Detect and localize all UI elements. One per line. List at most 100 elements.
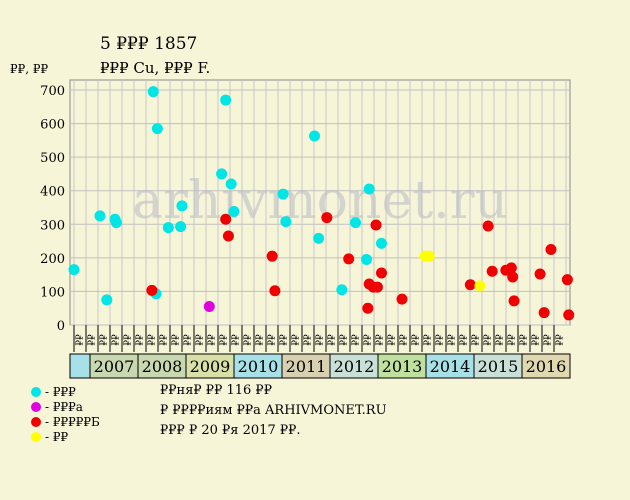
info-line-2: ₽ ₽₽₽₽иям ₽₽а ARHIVMONET.RU — [160, 403, 387, 418]
data-point — [371, 281, 383, 293]
data-point — [309, 130, 321, 142]
year-label: 2013 — [382, 357, 423, 376]
y-tick-label: 500 — [40, 151, 65, 166]
data-point — [482, 220, 494, 232]
y-tick-label: 0 — [57, 319, 65, 334]
year-label: 2007 — [94, 357, 135, 376]
data-point — [151, 123, 163, 135]
x-tick-label: ₽₽ — [136, 334, 146, 346]
x-tick-label: ₽₽ — [292, 334, 302, 346]
data-point — [101, 294, 113, 306]
x-tick-label: ₽₽ — [76, 334, 86, 346]
year-cell — [521, 353, 571, 379]
legend-label: - ₽₽₽ — [45, 385, 76, 399]
legend-marker — [31, 417, 41, 427]
data-point — [222, 230, 234, 242]
x-tick-label: ₽₽ — [100, 334, 110, 346]
data-point — [225, 178, 237, 190]
x-tick-label: ₽₽ — [304, 334, 314, 346]
x-tick-labels: ₽₽ ₽₽ ₽₽ ₽₽ ₽₽ ₽₽ ₽₽ ₽₽ ₽₽ ₽₽ ₽₽ ₽₽ ₽₽ ₽₽ ₽₽ ₽₽ ₽₽ ₽₽ ₽₽ ₽₽… — [73, 325, 566, 352]
year-band: 2007 2008 2009 2010 2011 2012 2013 2014 2015 2016 — [69, 353, 571, 379]
x-tick-label: ₽₽ — [220, 334, 230, 346]
data-point — [343, 253, 355, 265]
data-point — [220, 213, 232, 225]
x-tick-label: ₽₽ — [196, 334, 206, 346]
legend-marker — [31, 387, 41, 397]
year-cell — [377, 353, 427, 379]
year-label: 2011 — [286, 357, 327, 376]
legend-label: - ₽₽ — [45, 430, 69, 444]
x-tick-label: ₽₽ — [520, 334, 530, 346]
data-point — [486, 265, 498, 277]
year-cell — [281, 353, 331, 379]
data-point — [280, 216, 292, 228]
x-tick-label: ₽₽ — [124, 334, 134, 346]
data-point — [146, 284, 158, 296]
y-tick-label: 200 — [40, 252, 65, 267]
x-tick-label: ₽₽ — [496, 334, 506, 346]
year-label: 2009 — [190, 357, 231, 376]
y-axis-label: ₽₽, ₽₽ — [10, 62, 49, 76]
y-tick-label: 100 — [40, 285, 65, 300]
y-tick-labels: 0 100 200 300 400 500 600 700 — [40, 84, 65, 334]
data-point — [561, 274, 573, 286]
x-tick-label: ₽₽ — [412, 334, 422, 346]
data-point — [110, 217, 122, 229]
x-tick-label: ₽₽ — [160, 334, 170, 346]
year-cell — [473, 353, 523, 379]
data-point — [350, 217, 362, 229]
chart-title: 5 ₽₽₽ 1857 — [100, 34, 197, 54]
year-label: 2010 — [238, 357, 279, 376]
x-tick-label: ₽₽ — [244, 334, 254, 346]
x-tick-label: ₽₽ — [340, 334, 350, 346]
y-tick-label: 700 — [40, 84, 65, 99]
x-tick-label: ₽₽ — [316, 334, 326, 346]
data-point — [336, 284, 348, 296]
x-tick-label: ₽₽ — [544, 334, 554, 346]
data-point — [505, 262, 517, 274]
x-tick-label: ₽₽ — [436, 334, 446, 346]
legend-label: - ₽₽₽₽₽Б — [45, 415, 100, 429]
data-point — [396, 293, 408, 305]
data-point — [363, 183, 375, 195]
y-tick-label: 400 — [40, 185, 65, 200]
legend-marker — [31, 432, 41, 442]
x-tick-label: ₽₽ — [400, 334, 410, 346]
watermark: arhivmonet.ru — [132, 171, 508, 231]
year-cell-empty — [69, 353, 91, 379]
x-tick-label: ₽₽ — [556, 334, 566, 346]
data-point — [321, 212, 333, 224]
x-tick-label: ₽₽ — [268, 334, 278, 346]
data-point — [370, 219, 382, 231]
data-point — [423, 250, 435, 262]
data-point — [563, 309, 575, 321]
data-point — [162, 222, 174, 234]
data-point — [228, 206, 240, 218]
chart-subtitle: ₽₽₽ Cu, ₽₽₽ F. — [100, 59, 210, 77]
x-tick-label: ₽₽ — [460, 334, 470, 346]
data-point — [376, 267, 387, 279]
data-point — [269, 285, 281, 297]
plot-area — [69, 79, 571, 326]
year-label: 2008 — [142, 357, 183, 376]
y-tick-label: 600 — [40, 118, 65, 133]
data-point — [176, 200, 188, 212]
data-point — [266, 250, 278, 262]
year-label: 2015 — [478, 357, 519, 376]
data-point — [68, 264, 80, 276]
info-line-3: ₽₽₽ ₽ 20 ₽я 2017 ₽₽. — [160, 423, 301, 438]
x-tick-label: ₽₽ — [232, 334, 242, 346]
year-cell — [185, 353, 235, 379]
data-point — [362, 302, 374, 314]
x-tick-label: ₽₽ — [112, 334, 122, 346]
x-tick-label: ₽₽ — [376, 334, 386, 346]
x-tick-label: ₽₽ — [172, 334, 182, 346]
legend-marker — [31, 402, 41, 412]
data-point — [216, 168, 228, 180]
legend: - ₽₽₽- ₽₽₽а- ₽₽₽₽₽Б- ₽₽ — [31, 385, 100, 444]
data-point — [545, 243, 557, 255]
x-tick-label: ₽₽ — [388, 334, 398, 346]
legend-label: - ₽₽₽а — [45, 400, 83, 414]
year-cell — [89, 353, 139, 379]
